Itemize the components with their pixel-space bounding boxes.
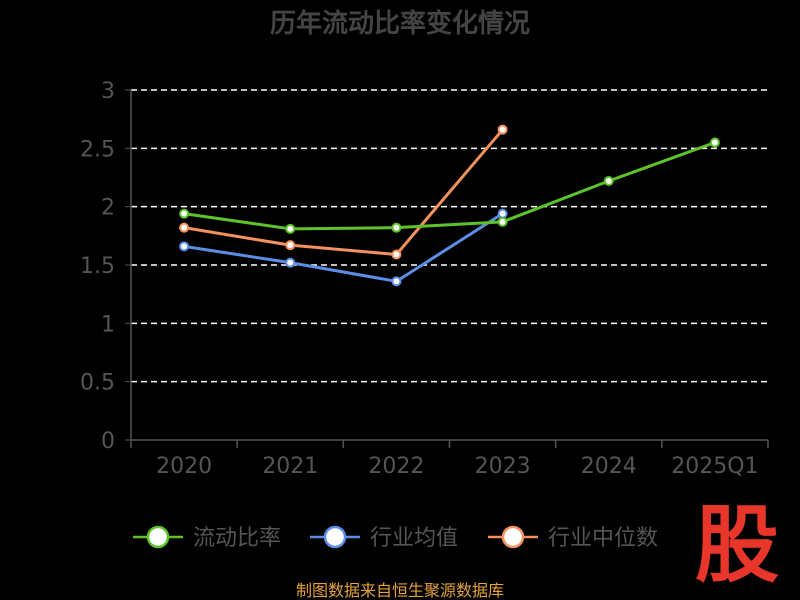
grid-lines <box>131 89 768 383</box>
data-point[interactable] <box>391 222 402 233</box>
legend-swatch-marker <box>323 525 347 549</box>
legend-label: 行业均值 <box>370 526 458 551</box>
series-2 <box>179 124 508 260</box>
y-tick-label: 0 <box>101 429 115 454</box>
series-line <box>183 141 716 231</box>
x-tick-label: 2024 <box>581 454 637 479</box>
source-note: 制图数据来自恒生聚源数据库 <box>296 581 504 600</box>
y-tick-label: 0.5 <box>80 371 115 396</box>
y-tick-label: 1.5 <box>80 254 115 279</box>
legend[interactable]: 流动比率 行业均值 行业中位数 <box>133 525 658 551</box>
data-point[interactable] <box>497 216 508 227</box>
series-line <box>183 128 504 256</box>
series-0 <box>179 137 720 234</box>
legend-label: 流动比率 <box>193 526 281 551</box>
data-point[interactable] <box>709 137 720 148</box>
data-point[interactable] <box>285 240 296 251</box>
data-point[interactable] <box>285 257 296 268</box>
data-point[interactable] <box>391 276 402 287</box>
data-point[interactable] <box>285 223 296 234</box>
data-point[interactable] <box>497 208 508 219</box>
legend-label: 行业中位数 <box>548 526 658 551</box>
series-line <box>183 212 504 283</box>
legend-item[interactable]: 行业中位数 <box>488 525 658 551</box>
chart-title: 历年流动比率变化情况 <box>270 8 530 39</box>
series-1 <box>179 208 508 287</box>
legend-swatch-marker <box>501 525 525 549</box>
legend-swatch-marker <box>146 525 170 549</box>
legend-item[interactable]: 行业均值 <box>310 525 458 551</box>
y-tick-label: 2.5 <box>80 137 115 162</box>
y-tick-label: 2 <box>101 196 115 221</box>
series-group <box>179 124 720 287</box>
data-point[interactable] <box>391 249 402 260</box>
y-tick-label: 1 <box>101 312 115 337</box>
x-tick-label: 2022 <box>368 454 424 479</box>
y-axis-ticks: 0 0.5 1 1.5 2 2.5 3 <box>80 79 131 454</box>
x-tick-label: 2021 <box>262 454 318 479</box>
x-tick-label: 2025Q1 <box>671 454 758 479</box>
x-tick-label: 2023 <box>475 454 531 479</box>
logo-mark: 股 <box>695 496 779 594</box>
x-tick-label: 2020 <box>156 454 212 479</box>
legend-item[interactable]: 流动比率 <box>133 525 281 551</box>
x-axis-ticks: 2020 2021 2022 2023 2024 2025Q1 <box>130 440 769 479</box>
data-point[interactable] <box>603 176 614 186</box>
data-point[interactable] <box>179 241 190 252</box>
data-point[interactable] <box>179 208 190 219</box>
data-point[interactable] <box>179 222 190 233</box>
y-tick-label: 3 <box>101 79 115 104</box>
data-point[interactable] <box>497 124 508 135</box>
